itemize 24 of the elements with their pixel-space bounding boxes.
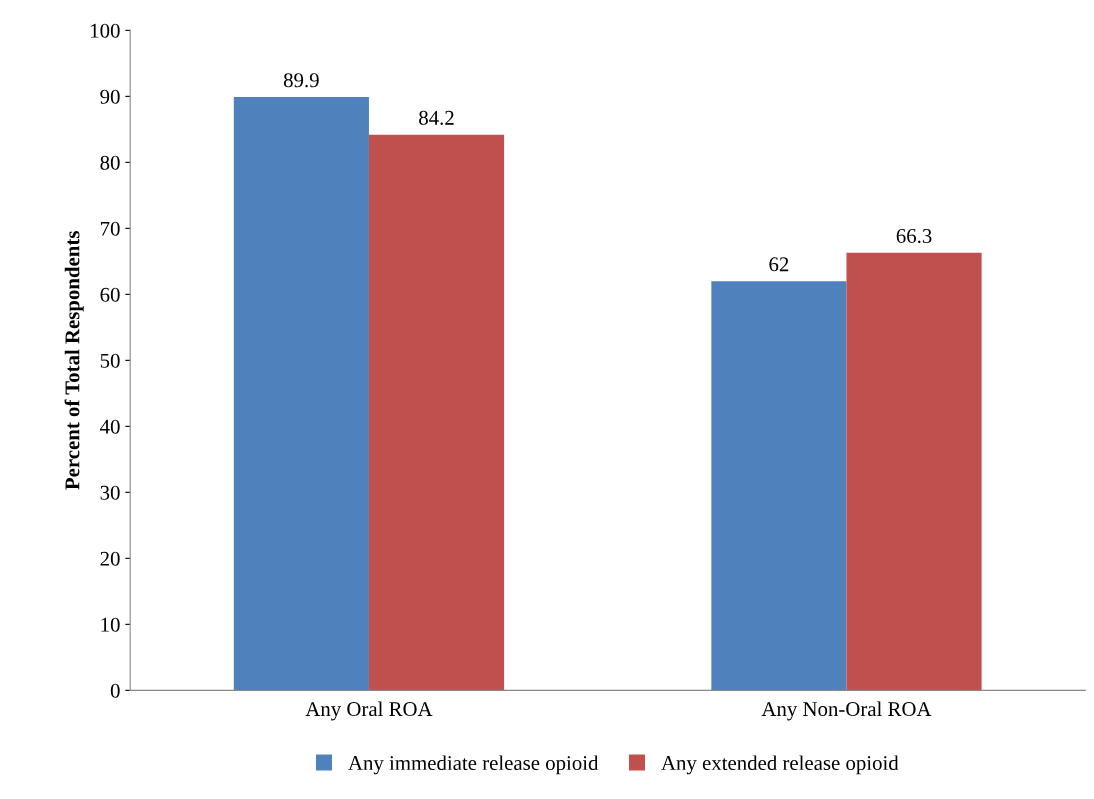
y-tick-label: 80 bbox=[100, 155, 120, 170]
bar bbox=[233, 97, 369, 691]
data-label: 89.9 bbox=[283, 73, 319, 88]
bar bbox=[368, 134, 505, 691]
bar bbox=[846, 252, 982, 691]
y-tick-label: 0 bbox=[110, 683, 120, 698]
y-tick-label: 10 bbox=[101, 617, 120, 632]
x-tick-label: Any Non-Oral ROA bbox=[761, 701, 932, 721]
legend-label: Any extended release opioid bbox=[661, 755, 899, 775]
data-label: 84.2 bbox=[419, 110, 454, 125]
x-tick-label: Any Oral ROA bbox=[305, 701, 433, 721]
data-label: 62 bbox=[769, 257, 789, 272]
y-tick-label: 40 bbox=[100, 419, 120, 434]
y-tick-label: 70 bbox=[101, 221, 120, 236]
y-tick-label: 50 bbox=[100, 353, 120, 368]
y-tick-label: 60 bbox=[100, 287, 120, 302]
y-tick-label: 20 bbox=[100, 551, 120, 566]
y-tick-label: 90 bbox=[100, 89, 120, 104]
bar bbox=[711, 281, 847, 691]
data-label: 66.3 bbox=[896, 228, 932, 244]
y-tick-label: 100 bbox=[91, 23, 120, 38]
y-tick-label: 30 bbox=[100, 485, 120, 500]
legend-label: Any immediate release opioid bbox=[348, 755, 599, 775]
y-axis-title: Percent of Total Respondents bbox=[64, 231, 84, 490]
